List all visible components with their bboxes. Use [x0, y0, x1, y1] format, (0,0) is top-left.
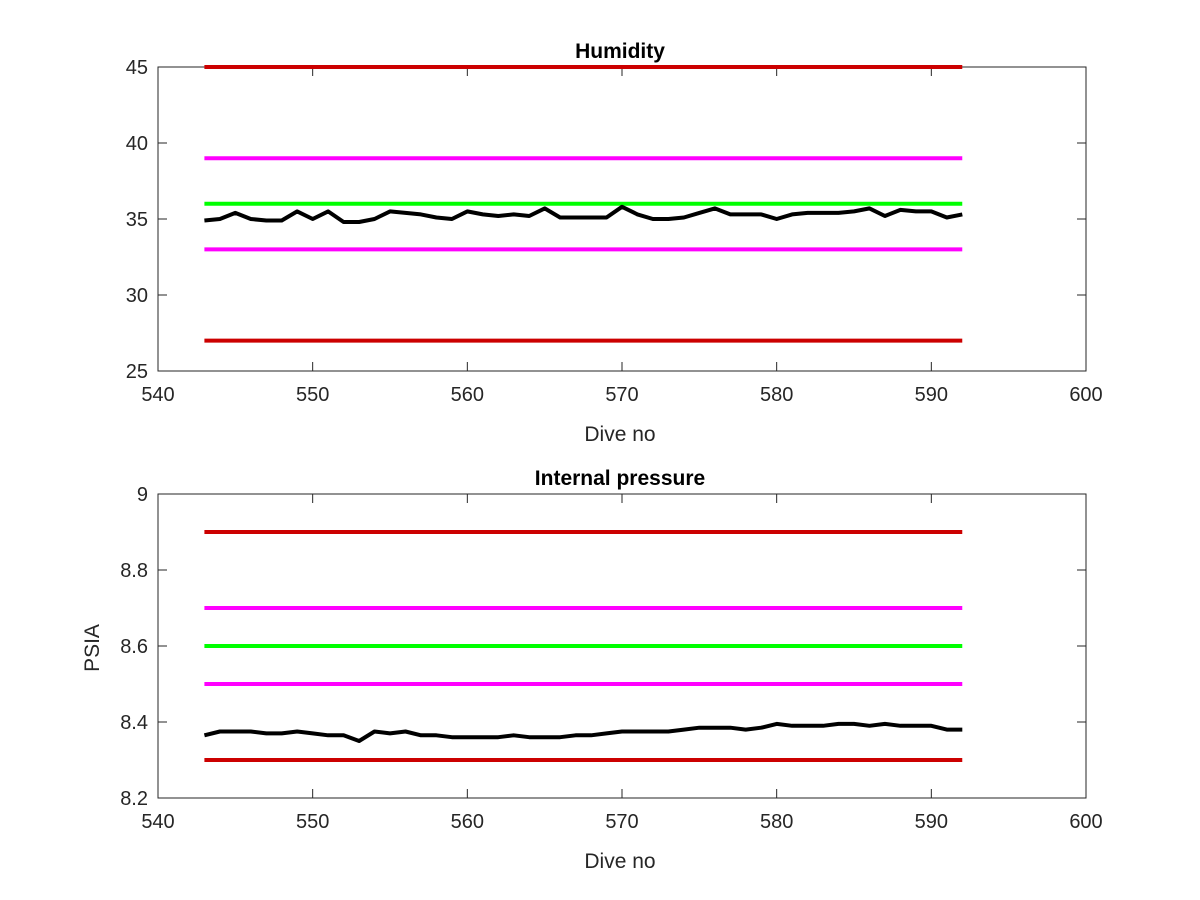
y-tick-label: 30	[126, 285, 148, 307]
x-tick-label: 600	[1069, 811, 1102, 833]
x-tick-label: 560	[451, 811, 484, 833]
y-tick-label: 9	[137, 484, 148, 506]
x-tick-label: 560	[451, 384, 484, 406]
humidity-plot: 540 550 560 570 580 590 600 25 30 35 40 45 Humidity D…	[126, 40, 1103, 446]
y-tick-label: 8.8	[120, 560, 148, 582]
y-tick-label: 25	[126, 361, 148, 383]
y-tick-label: 45	[126, 57, 148, 79]
x-tick-label: 550	[296, 811, 329, 833]
y-tick-label: 35	[126, 209, 148, 231]
y-tick-label: 40	[126, 133, 148, 155]
x-tick-label: 540	[141, 811, 174, 833]
internal-pressure-plot: 540 550 560 570 580 590 600 8.2 8.4 8.6 8.8 9 Intern…	[81, 467, 1103, 873]
chart-title: Internal pressure	[535, 467, 705, 490]
x-tick-label: 590	[915, 811, 948, 833]
y-axis-label: PSIA	[81, 624, 104, 672]
x-tick-label: 580	[760, 811, 793, 833]
x-tick-label: 570	[605, 384, 638, 406]
x-tick-label: 600	[1069, 384, 1102, 406]
x-tick-label: 590	[915, 384, 948, 406]
y-tick-label: 8.2	[120, 788, 148, 810]
x-axis-label: Dive no	[584, 423, 655, 446]
chart-title: Humidity	[575, 40, 665, 63]
data-series-line	[204, 204, 963, 224]
x-tick-label: 540	[141, 384, 174, 406]
x-tick-label: 580	[760, 384, 793, 406]
x-tick-label: 570	[605, 811, 638, 833]
x-axis-label: Dive no	[584, 850, 655, 873]
x-tick-label: 550	[296, 384, 329, 406]
data-series-line	[203, 721, 963, 743]
y-tick-label: 8.4	[120, 712, 148, 734]
y-tick-label: 8.6	[120, 636, 148, 658]
